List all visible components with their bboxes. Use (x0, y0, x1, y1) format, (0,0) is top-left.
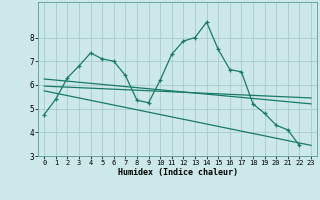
X-axis label: Humidex (Indice chaleur): Humidex (Indice chaleur) (118, 168, 238, 177)
